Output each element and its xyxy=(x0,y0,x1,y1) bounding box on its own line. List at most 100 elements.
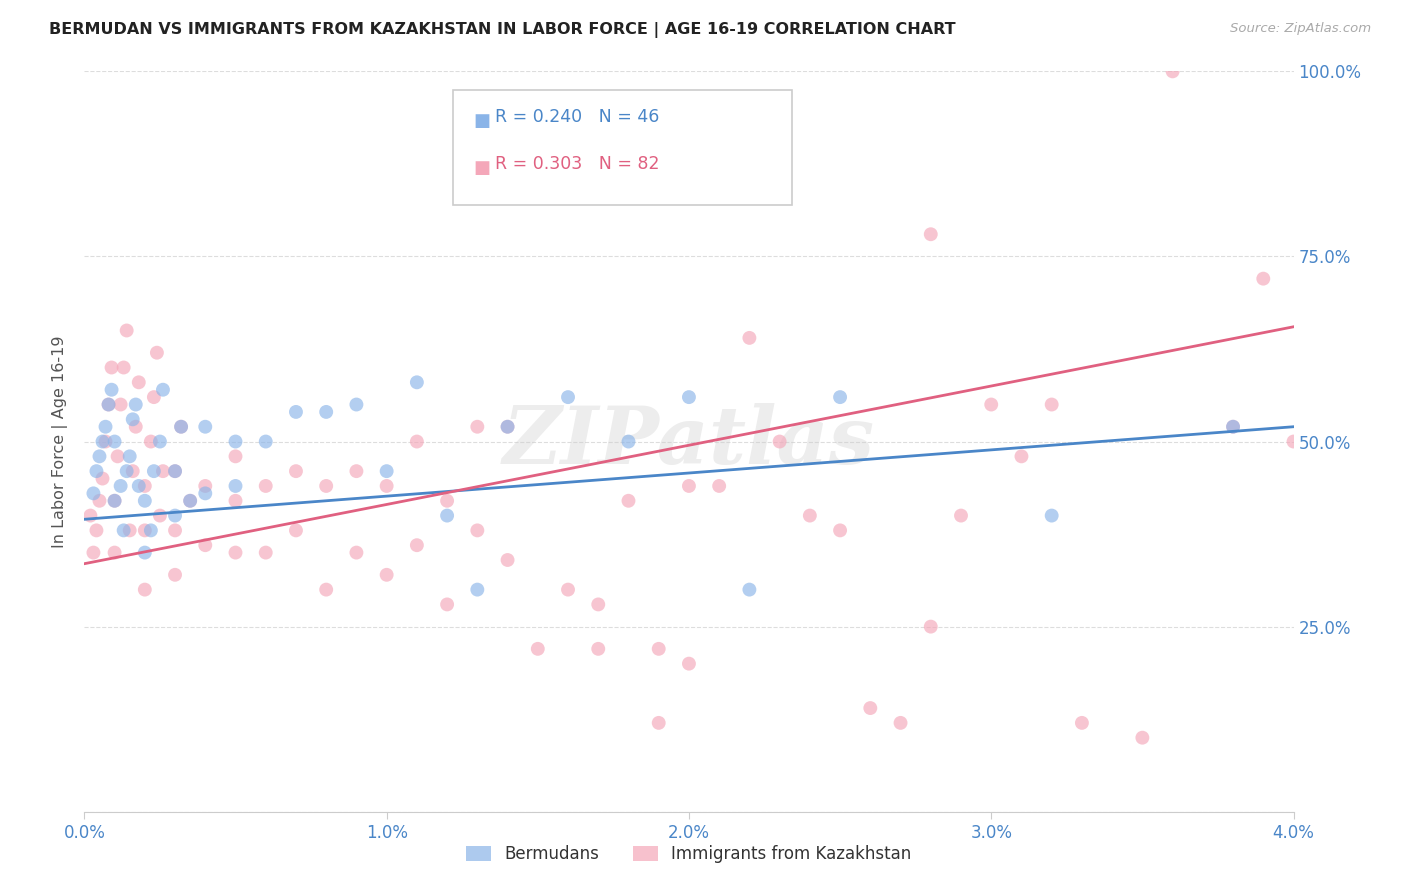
Point xyxy=(285,524,308,538)
Point xyxy=(738,582,761,597)
Point xyxy=(110,479,132,493)
Point xyxy=(134,479,156,493)
Point xyxy=(104,434,127,449)
Point xyxy=(617,493,640,508)
Point xyxy=(1071,715,1094,730)
Point xyxy=(91,434,114,449)
Point xyxy=(134,493,156,508)
Point xyxy=(588,641,610,656)
Y-axis label: In Labor Force | Age 16-19: In Labor Force | Age 16-19 xyxy=(52,335,69,548)
Point xyxy=(950,508,973,523)
Point xyxy=(94,419,117,434)
Point xyxy=(97,398,120,412)
Point xyxy=(315,405,337,419)
Text: BERMUDAN VS IMMIGRANTS FROM KAZAKHSTAN IN LABOR FORCE | AGE 16-19 CORRELATION CH: BERMUDAN VS IMMIGRANTS FROM KAZAKHSTAN I… xyxy=(49,22,956,38)
Point xyxy=(115,324,138,338)
Point xyxy=(859,701,882,715)
Point xyxy=(648,641,671,656)
Point xyxy=(142,390,165,404)
Point xyxy=(149,434,172,449)
Point xyxy=(134,546,156,560)
Point xyxy=(165,464,187,478)
Point xyxy=(648,715,671,730)
Point xyxy=(617,434,640,449)
Point xyxy=(527,641,550,656)
Point xyxy=(496,419,519,434)
Point xyxy=(346,464,368,478)
Point xyxy=(254,479,277,493)
Point xyxy=(139,434,162,449)
Point xyxy=(588,598,610,612)
Point xyxy=(134,524,156,538)
Text: R = 0.303   N = 82: R = 0.303 N = 82 xyxy=(495,155,659,173)
Point xyxy=(89,493,111,508)
Point xyxy=(709,479,731,493)
Point xyxy=(118,450,141,464)
Point xyxy=(149,508,172,523)
Point xyxy=(104,493,127,508)
Point xyxy=(920,619,942,633)
Point xyxy=(86,464,108,478)
Point xyxy=(165,464,187,478)
Point xyxy=(91,471,114,485)
Point xyxy=(769,434,792,449)
Point xyxy=(1040,508,1063,523)
Point xyxy=(1040,398,1063,412)
Point xyxy=(1253,271,1275,285)
Point xyxy=(315,582,337,597)
Point xyxy=(285,464,308,478)
Point xyxy=(100,383,122,397)
Point xyxy=(346,546,368,560)
Point xyxy=(1222,419,1244,434)
Point xyxy=(830,524,852,538)
Point xyxy=(165,567,187,582)
Point xyxy=(139,524,162,538)
Point xyxy=(467,524,489,538)
Point xyxy=(1282,434,1305,449)
Point xyxy=(436,598,458,612)
Point xyxy=(467,419,489,434)
Point xyxy=(121,464,143,478)
Point xyxy=(254,546,277,560)
Point xyxy=(799,508,821,523)
Point xyxy=(225,493,247,508)
Point xyxy=(375,464,398,478)
Point xyxy=(128,479,150,493)
Point xyxy=(104,546,127,560)
Point xyxy=(125,419,148,434)
Point xyxy=(315,479,337,493)
Point xyxy=(1161,64,1184,78)
Point xyxy=(100,360,122,375)
Point xyxy=(170,419,193,434)
Point xyxy=(79,508,101,523)
Point xyxy=(557,390,579,404)
Point xyxy=(920,227,942,242)
Point xyxy=(496,553,519,567)
Point xyxy=(225,434,247,449)
Point xyxy=(225,450,247,464)
Point xyxy=(115,464,138,478)
Text: ZIPatlas: ZIPatlas xyxy=(503,403,875,480)
Point xyxy=(557,582,579,597)
Point xyxy=(152,464,174,478)
Point xyxy=(678,479,700,493)
Text: R = 0.240   N = 46: R = 0.240 N = 46 xyxy=(495,109,659,127)
Point xyxy=(225,546,247,560)
Point xyxy=(980,398,1002,412)
Point xyxy=(112,524,135,538)
Point xyxy=(254,434,277,449)
Point xyxy=(225,479,247,493)
Point xyxy=(890,715,912,730)
Point xyxy=(128,376,150,390)
Point xyxy=(1011,450,1033,464)
Point xyxy=(179,493,201,508)
Point xyxy=(1222,419,1244,434)
Point xyxy=(110,398,132,412)
Point xyxy=(467,582,489,597)
Text: ■: ■ xyxy=(474,112,491,130)
Point xyxy=(89,450,111,464)
Point xyxy=(146,345,169,359)
Point xyxy=(82,486,104,500)
FancyBboxPatch shape xyxy=(453,90,792,204)
Point xyxy=(436,508,458,523)
